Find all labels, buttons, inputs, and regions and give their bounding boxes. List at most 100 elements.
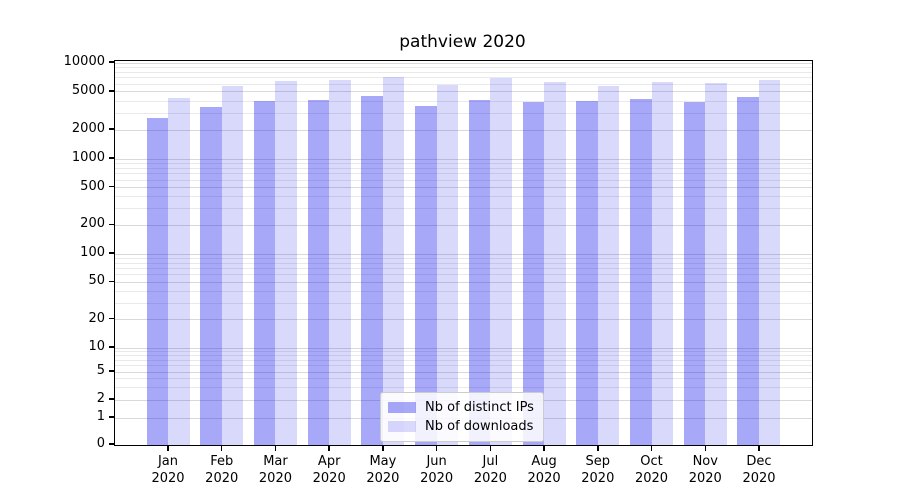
x-tick-mark bbox=[435, 446, 438, 451]
x-tick-label: Oct 2020 bbox=[634, 454, 669, 486]
legend-label-distinct-ips: Nb of distinct IPs bbox=[425, 400, 534, 415]
minor-gridline bbox=[115, 162, 812, 164]
y-tick-mark bbox=[109, 61, 114, 63]
minor-gridline bbox=[115, 302, 812, 304]
major-gridline bbox=[115, 319, 812, 321]
x-tick-mark bbox=[650, 446, 653, 451]
legend-label-downloads: Nb of downloads bbox=[425, 419, 534, 434]
minor-gridline bbox=[115, 378, 812, 380]
x-tick-label: Nov 2020 bbox=[688, 454, 722, 486]
x-tick-mark bbox=[704, 446, 706, 451]
x-tick-mark bbox=[167, 446, 169, 451]
major-gridline bbox=[115, 371, 812, 373]
y-tick-mark bbox=[109, 346, 114, 348]
x-tick-mark bbox=[543, 446, 545, 451]
bar-distinct-ips-sep bbox=[576, 101, 598, 445]
legend-item-downloads: Nb of downloads bbox=[388, 417, 535, 436]
bar-distinct-ips-jun bbox=[415, 105, 437, 445]
y-tick-mark bbox=[109, 252, 114, 254]
x-tick-mark bbox=[274, 446, 277, 451]
legend-swatch-downloads-icon bbox=[388, 421, 416, 432]
minor-gridline bbox=[115, 100, 812, 102]
minor-gridline bbox=[115, 359, 812, 361]
x-tick-mark bbox=[221, 446, 223, 451]
x-tick-label: May 2020 bbox=[366, 454, 400, 486]
bar-downloads-dec bbox=[758, 79, 781, 445]
x-tick-label: Feb 2020 bbox=[205, 454, 239, 486]
y-tick-mark bbox=[109, 185, 114, 188]
y-tick-label: 1000 bbox=[71, 150, 105, 165]
bar-downloads-feb bbox=[221, 85, 244, 445]
y-tick-label: 100 bbox=[80, 245, 105, 260]
bar-downloads-may bbox=[382, 77, 405, 445]
plot-area bbox=[114, 60, 813, 446]
y-tick-mark bbox=[109, 223, 114, 226]
y-tick-label: 5 bbox=[96, 363, 105, 378]
major-gridline bbox=[115, 62, 812, 64]
minor-gridline bbox=[115, 387, 812, 389]
y-tick-mark bbox=[109, 398, 114, 400]
major-gridline bbox=[115, 91, 812, 93]
bar-downloads-mar bbox=[275, 80, 297, 445]
bar-downloads-jul bbox=[490, 78, 512, 445]
bar-distinct-ips-may bbox=[361, 96, 383, 445]
major-gridline bbox=[115, 129, 812, 131]
bar-downloads-sep bbox=[597, 85, 620, 445]
y-tick-label: 10 bbox=[88, 339, 105, 354]
major-gridline bbox=[115, 347, 812, 349]
y-tick-label: 2 bbox=[96, 391, 105, 406]
x-tick-label: Apr 2020 bbox=[312, 454, 346, 486]
minor-gridline bbox=[115, 351, 812, 353]
y-tick-label: 2000 bbox=[71, 121, 105, 137]
minor-gridline bbox=[115, 257, 812, 259]
x-tick-label: Jan 2020 bbox=[151, 454, 185, 486]
minor-gridline bbox=[115, 77, 812, 79]
bar-downloads-jun bbox=[436, 85, 459, 445]
bar-distinct-ips-oct bbox=[630, 98, 652, 445]
bar-distinct-ips-mar bbox=[253, 101, 276, 445]
bar-distinct-ips-apr bbox=[307, 100, 330, 445]
x-tick-label: Jun 2020 bbox=[420, 454, 454, 486]
y-tick-mark bbox=[109, 280, 114, 282]
x-tick-mark bbox=[758, 446, 760, 451]
y-tick-mark bbox=[109, 370, 114, 372]
minor-gridline bbox=[115, 196, 812, 198]
y-tick-mark bbox=[109, 318, 114, 320]
major-gridline bbox=[115, 281, 812, 283]
minor-gridline bbox=[115, 268, 812, 270]
y-tick-label: 10000 bbox=[63, 54, 105, 69]
x-tick-label: Sep 2020 bbox=[581, 454, 615, 486]
minor-gridline bbox=[115, 173, 812, 175]
minor-gridline bbox=[115, 290, 812, 292]
minor-gridline bbox=[115, 66, 812, 68]
bar-distinct-ips-jul bbox=[468, 100, 491, 445]
legend: Nb of distinct IPs Nb of downloads bbox=[380, 392, 544, 442]
bar-downloads-jan bbox=[168, 98, 190, 445]
y-tick-label: 5000 bbox=[71, 82, 105, 98]
major-gridline bbox=[115, 253, 812, 255]
bar-distinct-ips-feb bbox=[200, 107, 222, 445]
bar-distinct-ips-dec bbox=[737, 97, 759, 445]
minor-gridline bbox=[115, 167, 812, 169]
x-tick-label: Dec 2020 bbox=[742, 454, 776, 486]
x-tick-label: Mar 2020 bbox=[258, 454, 292, 486]
minor-gridline bbox=[115, 274, 812, 276]
minor-gridline bbox=[115, 179, 812, 181]
x-tick-mark bbox=[489, 446, 492, 451]
bar-downloads-nov bbox=[705, 83, 727, 445]
minor-gridline bbox=[115, 83, 812, 85]
y-tick-mark bbox=[109, 443, 114, 445]
minor-gridline bbox=[115, 355, 812, 357]
x-tick-mark bbox=[382, 446, 384, 451]
x-tick-mark bbox=[328, 446, 330, 451]
minor-gridline bbox=[115, 262, 812, 264]
bar-downloads-apr bbox=[329, 79, 351, 445]
x-tick-mark bbox=[597, 446, 599, 451]
bar-distinct-ips-aug bbox=[522, 102, 545, 445]
major-gridline bbox=[115, 224, 812, 226]
x-tick-label: Aug 2020 bbox=[527, 454, 561, 486]
y-tick-mark bbox=[109, 90, 114, 92]
bar-distinct-ips-nov bbox=[683, 101, 706, 445]
y-tick-label: 0 bbox=[96, 436, 105, 451]
